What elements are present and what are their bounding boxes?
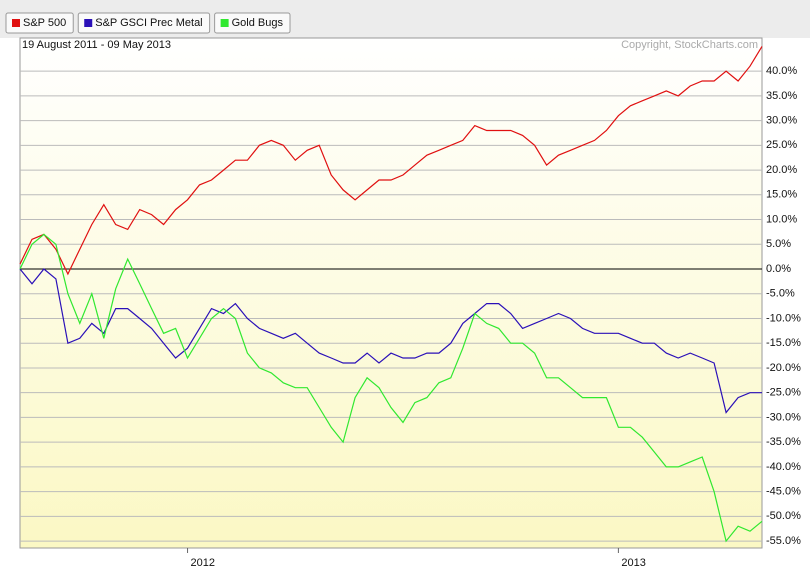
y-tick-label: 10.0% [766, 213, 797, 225]
y-tick-label: -55.0% [766, 535, 801, 547]
legend-button[interactable] [214, 12, 291, 34]
y-tick-label: 15.0% [766, 189, 797, 201]
x-tick-label: 2012 [191, 557, 215, 569]
legend-item[interactable]: S&P GSCI Prec Metal [77, 12, 211, 34]
y-tick-label: 5.0% [766, 238, 791, 250]
y-tick-label: -25.0% [766, 387, 801, 399]
y-tick-label: 40.0% [766, 65, 797, 77]
legend-swatch [84, 19, 93, 27]
y-tick-label: -10.0% [766, 312, 801, 324]
series-line [19, 268, 762, 414]
y-tick-label: 0.0% [766, 263, 791, 275]
y-tick-label: -5.0% [766, 288, 795, 300]
legend-item[interactable]: S&P 500 [5, 12, 74, 34]
y-tick-label: 20.0% [766, 164, 797, 176]
legend-label: S&P 500 [23, 17, 66, 29]
legend-button[interactable] [5, 12, 74, 34]
y-tick-label: -15.0% [766, 337, 801, 349]
legend: S&P 500 S&P GSCI Prec Metal Gold Bugs [5, 12, 291, 34]
plot-area [19, 37, 763, 549]
y-tick-label: -50.0% [766, 510, 801, 522]
y-tick-label: 25.0% [766, 139, 797, 151]
y-tick-label: -35.0% [766, 436, 801, 448]
y-tick-label: -20.0% [766, 362, 801, 374]
legend-swatch [220, 19, 229, 27]
series-line [19, 46, 763, 276]
legend-label: S&P GSCI Prec Metal [95, 17, 202, 29]
y-tick-label: -40.0% [766, 461, 801, 473]
copyright: Copyright, StockCharts.com [621, 39, 758, 51]
legend-swatch [12, 19, 20, 27]
x-tick-label: 2013 [621, 557, 645, 569]
legend-item[interactable]: Gold Bugs [214, 12, 291, 34]
y-tick-label: 35.0% [766, 90, 797, 102]
subtitle: 19 August 2011 - 09 May 2013 [22, 39, 171, 51]
y-tick-label: -45.0% [766, 486, 801, 498]
y-tick-label: -30.0% [766, 411, 801, 423]
y-tick-label: 30.0% [766, 115, 797, 127]
series-line [19, 233, 763, 543]
legend-button[interactable] [77, 12, 211, 34]
legend-label: Gold Bugs [232, 17, 284, 29]
